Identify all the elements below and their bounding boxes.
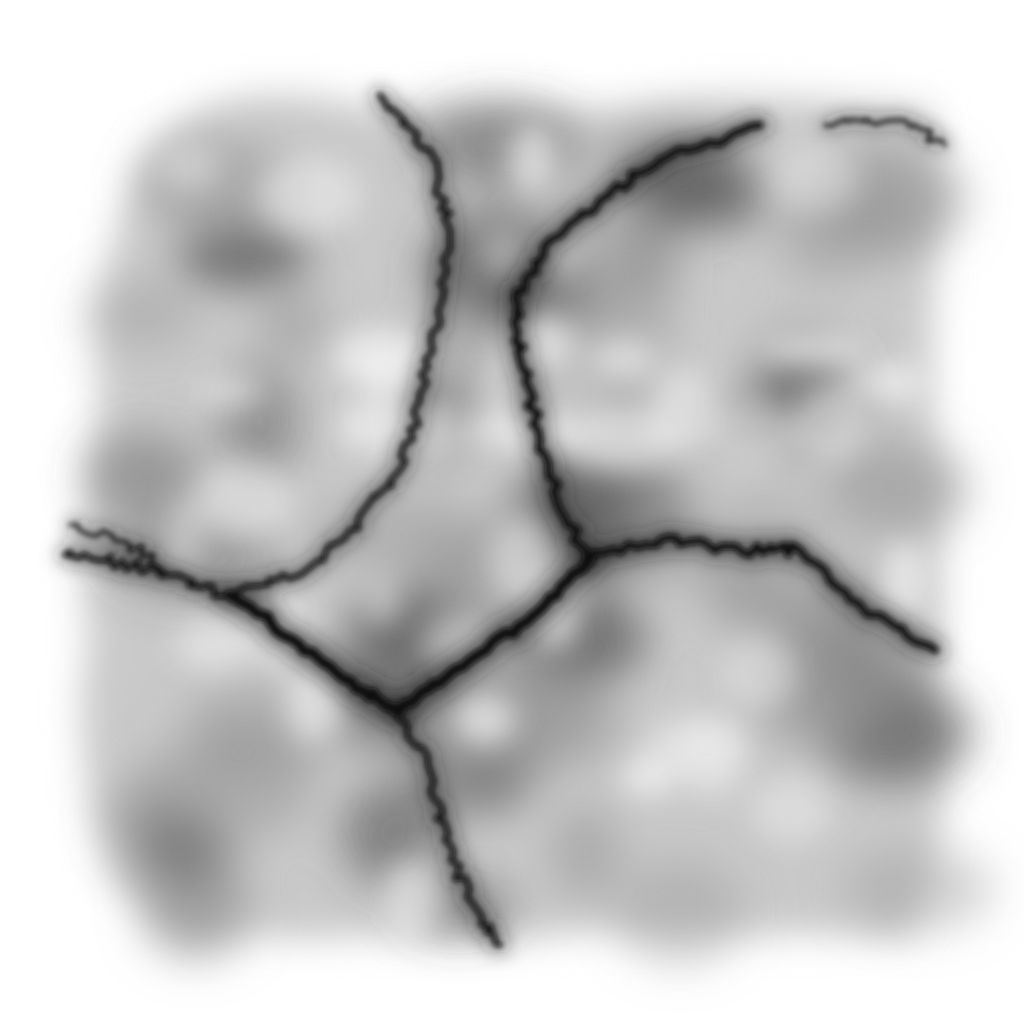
noise-highlight — [489, 515, 551, 604]
crack-top-left — [227, 92, 453, 598]
noise-highlight — [479, 348, 522, 425]
noise-blob — [550, 805, 621, 900]
noise-highlight — [174, 617, 256, 672]
noise-blob — [519, 184, 665, 316]
noise-highlight — [480, 228, 524, 280]
noise-highlight — [195, 460, 295, 540]
noise-highlight — [750, 774, 835, 844]
noise-highlight — [466, 411, 579, 452]
noise-highlight — [721, 636, 797, 712]
noise-highlight — [157, 143, 221, 192]
noise-blobs — [83, 101, 995, 967]
noise-highlight — [880, 541, 928, 626]
noise-blob — [84, 279, 197, 349]
noise-highlight — [591, 338, 657, 379]
noise-highlight — [165, 496, 203, 581]
noise-blob — [177, 225, 311, 288]
crack-top-right-twig — [823, 117, 947, 147]
noise-blob — [842, 846, 995, 932]
noise-highlight — [382, 857, 440, 945]
noise-highlight — [775, 143, 859, 215]
noise-highlight — [362, 576, 402, 630]
noise-blob — [190, 706, 269, 787]
crack-left-end — [62, 549, 233, 599]
noise-blob — [141, 868, 253, 960]
noise-highlight — [757, 333, 874, 365]
noise-highlight — [508, 123, 557, 195]
noise-blob — [259, 291, 329, 358]
crack-bottom — [395, 707, 503, 948]
crack-lower-left — [225, 590, 405, 716]
noise-highlight — [195, 375, 266, 408]
noise-highlight — [874, 359, 922, 405]
noise-highlight — [621, 755, 676, 798]
crack-left-twig — [68, 523, 177, 578]
noise-highlight — [674, 717, 748, 797]
noise-blob — [827, 441, 969, 536]
noise-highlight — [333, 328, 436, 387]
crack-network — [62, 92, 947, 948]
crack-right — [586, 533, 939, 654]
crack-top-right — [510, 121, 764, 564]
noise-highlight — [704, 400, 799, 472]
crack-center — [395, 555, 595, 715]
noise-blob — [615, 856, 744, 967]
noise-blob — [129, 810, 238, 886]
noise-highlight — [790, 385, 869, 464]
noise-highlight — [564, 407, 679, 470]
noise-highlight — [257, 155, 363, 234]
noise-highlight — [286, 666, 343, 742]
noise-highlight — [453, 693, 517, 746]
